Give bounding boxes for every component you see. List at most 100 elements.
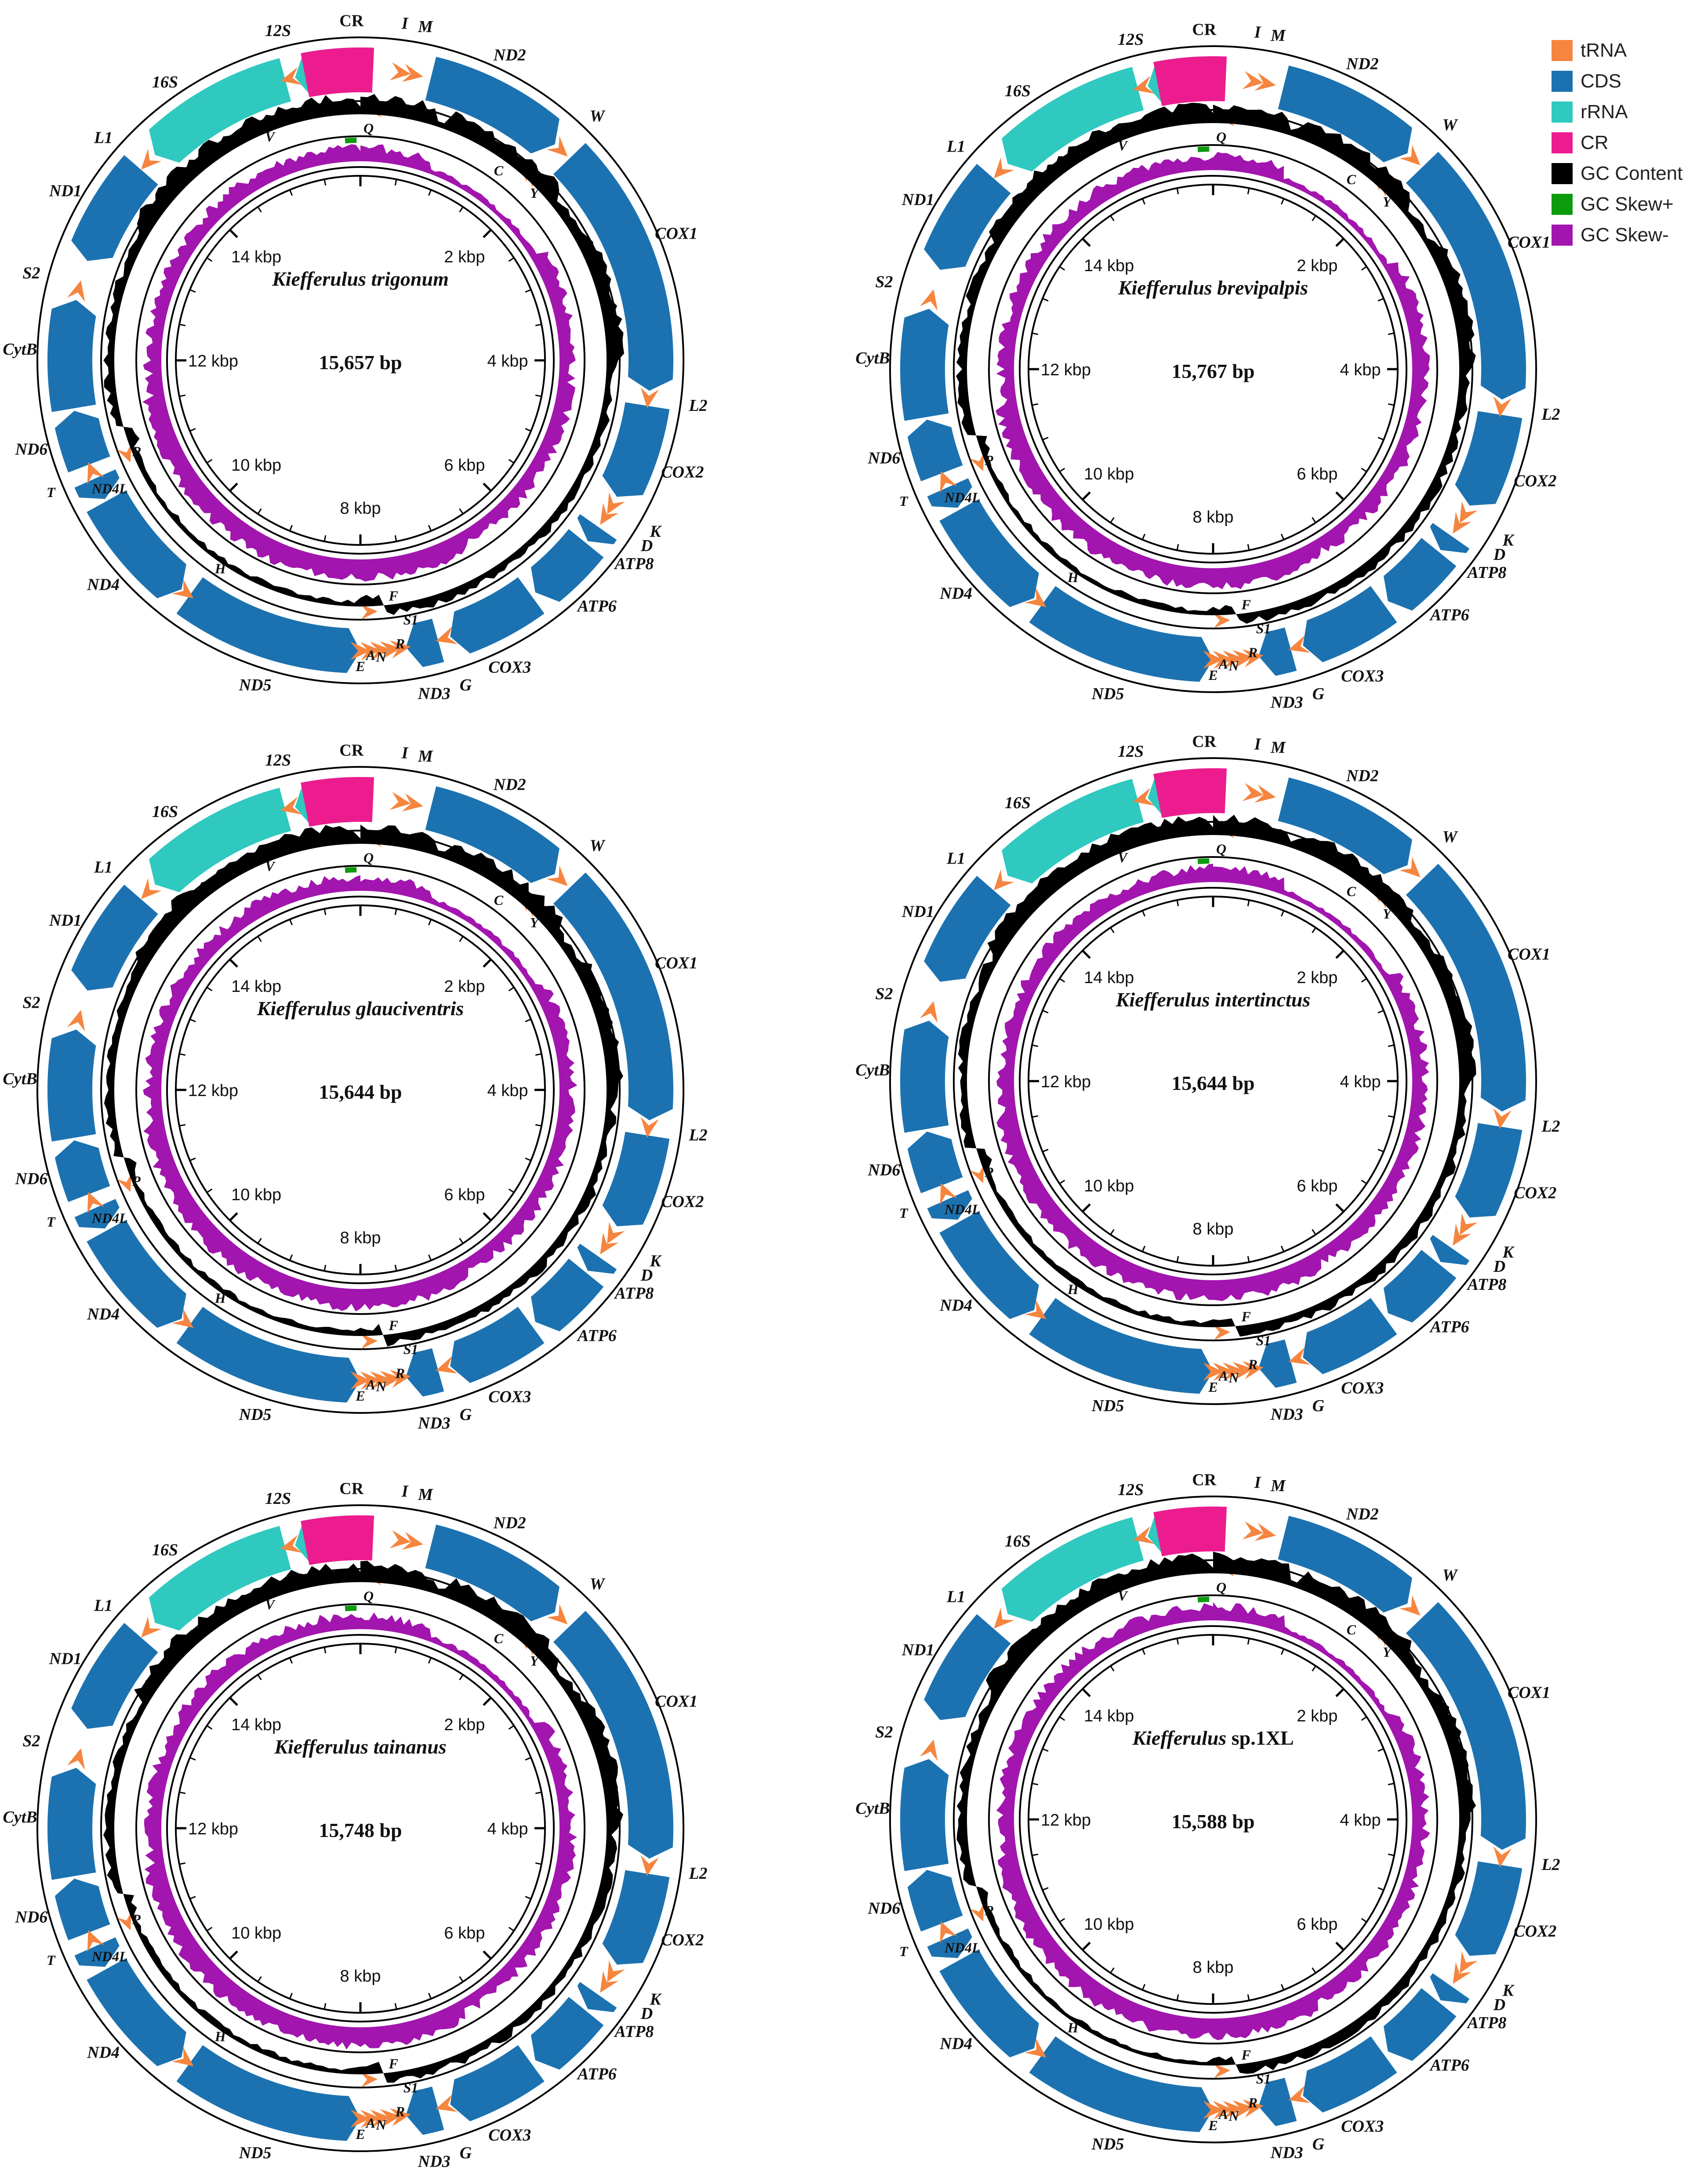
gene-label-G: G: [1312, 685, 1325, 703]
cds-segment-ND4L: [74, 469, 120, 499]
gc-skew-minus-swatch: [1552, 225, 1573, 246]
scale-tick: [229, 958, 238, 968]
cds-segment-ND4: [87, 1220, 186, 1328]
cds-segment-ATP8: [577, 1982, 617, 2012]
trna-S2: [919, 289, 938, 311]
scale-label: 6 kbp: [1297, 1915, 1337, 1934]
gene-label-CytB: CytB: [3, 1070, 37, 1088]
cds-segment-COX2: [602, 1132, 670, 1227]
scale-tick: [206, 1927, 213, 1931]
cds-segment-ND6: [55, 1140, 110, 1202]
scale-tick: [1335, 1688, 1345, 1697]
trna-M: [1254, 1523, 1276, 1541]
gene-label-I: I: [1254, 23, 1261, 42]
gene-label-ND3: ND3: [1270, 2144, 1303, 2162]
cds-segment-COX1: [553, 1611, 673, 1859]
scale-tick: [1312, 215, 1316, 221]
species-name-italic: Kiefferulus tainanus: [274, 1735, 447, 1758]
gene-label-ND3: ND3: [1270, 693, 1303, 712]
trna-P: [970, 452, 984, 472]
scale-tick: [1032, 1783, 1039, 1786]
cds-segment-ATP8: [1430, 1234, 1470, 1265]
gc-skew-plus-track: [345, 138, 357, 144]
trna-S1: [360, 642, 381, 661]
scale-tick: [1141, 198, 1146, 205]
scale-label: 12 kbp: [188, 1820, 238, 1838]
ring-outline: [988, 856, 1438, 1306]
gene-label-ND3: ND3: [418, 2153, 451, 2171]
gene-label-L2: L2: [1541, 1855, 1560, 1874]
gene-label-Y: Y: [530, 185, 540, 201]
gene-label-COX1: COX1: [655, 1692, 698, 1711]
trna-G: [1288, 1347, 1311, 1365]
scale-tick: [459, 936, 464, 942]
scale-label: 4 kbp: [487, 1082, 528, 1100]
scale-tick: [1247, 188, 1250, 195]
scale-tick: [179, 394, 186, 397]
gene-label-G: G: [1312, 2135, 1325, 2153]
gene-label-K: K: [1502, 1243, 1515, 1262]
trna-F: [360, 604, 378, 620]
gene-label-N: N: [376, 2117, 387, 2132]
legend-item-gc-skew-plus: GC Skew+: [1552, 189, 1705, 220]
gene-label-COX3: COX3: [488, 658, 531, 677]
trna-L1: [141, 149, 162, 170]
gene-label-ND4L: ND4L: [944, 1202, 981, 1217]
scale-tick: [535, 323, 542, 327]
scale-tick: [525, 1757, 531, 1761]
scale-tick: [1110, 215, 1115, 221]
gene-label-ATP6: ATP6: [1429, 1318, 1469, 1336]
trna-F: [1213, 613, 1231, 628]
scale-label: 8 kbp: [340, 499, 381, 518]
gene-label-R: R: [395, 636, 405, 652]
cds-segment-ND5: [176, 1307, 360, 1403]
gene-label-16S: 16S: [152, 73, 178, 91]
trna-N: [1222, 650, 1243, 669]
gene-label-12S: 12S: [265, 751, 291, 770]
scale-tick: [229, 1212, 238, 1221]
scale-tick: [1176, 1256, 1179, 1263]
gene-label-D: D: [1493, 1257, 1505, 1276]
scale-tick: [1141, 910, 1146, 917]
scale-tick: [1032, 1115, 1039, 1118]
ring-outline: [166, 896, 555, 1284]
gene-label-S2: S2: [22, 993, 40, 1012]
trna-A: [1242, 2099, 1264, 2118]
scale-tick: [1032, 1853, 1039, 1856]
scale-tick: [459, 1976, 464, 1982]
scale-tick: [1280, 1648, 1285, 1655]
trna-M: [1254, 784, 1276, 803]
gene-label-T: T: [899, 1205, 909, 1221]
cds-segment-ND1: [924, 875, 1011, 982]
scale-label: 14 kbp: [1084, 969, 1134, 987]
scale-tick: [428, 525, 432, 531]
cds-segment-ND3: [406, 2086, 444, 2135]
gene-label-S1: S1: [403, 2080, 418, 2095]
gene-label-ND4: ND4: [87, 1305, 120, 1323]
cr-swatch: [1552, 132, 1573, 153]
gene-label-W: W: [1442, 116, 1458, 134]
species-name-italic: Kiefferulus intertinctus: [1116, 988, 1311, 1011]
ring-outline: [1019, 887, 1407, 1275]
cds-segment-COX2: [1455, 1123, 1523, 1218]
scale-tick: [323, 2003, 327, 2010]
gene-label-C: C: [1347, 1622, 1356, 1637]
gene-label-Q: Q: [1216, 841, 1226, 857]
cds-segment-COX2: [602, 1870, 670, 1965]
species-name: Kiefferulus sp.1XL: [1132, 1727, 1294, 1749]
trna-D: [600, 503, 619, 525]
gene-label-L2: L2: [688, 1864, 707, 1883]
gene-label-M: M: [1270, 738, 1286, 757]
species-name-italic: Kiefferulus trigonum: [272, 268, 449, 290]
gene-label-16S: 16S: [1005, 794, 1031, 812]
scale-tick: [257, 206, 262, 213]
gene-label-H: H: [214, 2029, 226, 2044]
cds-segment-COX1: [553, 872, 673, 1121]
cr-segment: [1153, 56, 1227, 106]
gene-label-12S: 12S: [265, 22, 291, 40]
legend-label-gc-skew-minus: GC Skew-: [1581, 224, 1669, 246]
rrna-swatch: [1552, 102, 1573, 123]
scale-label: 6 kbp: [444, 456, 485, 475]
scale-tick: [525, 1895, 531, 1900]
trna-A: [389, 2108, 411, 2127]
